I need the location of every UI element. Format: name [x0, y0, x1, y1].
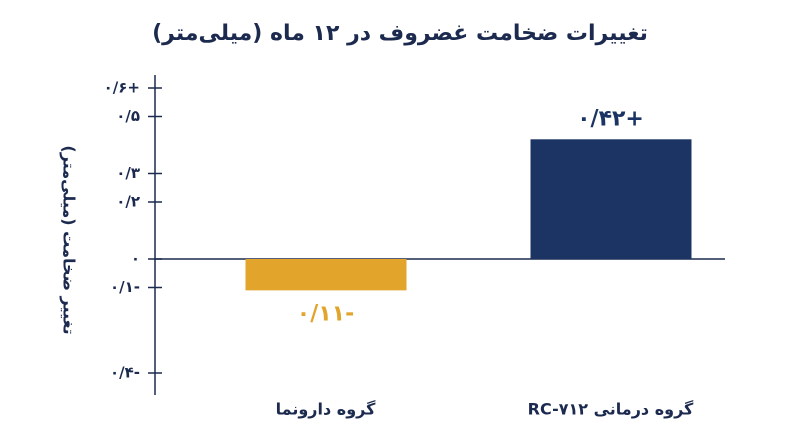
- y-tick-label: ۰/۳: [116, 164, 140, 182]
- y-axis-title: تغییر ضخامت (میلی‌متر): [60, 145, 79, 334]
- y-tick-label: ۰/۴-: [110, 364, 140, 382]
- value-label: ۰/۴۲+: [577, 106, 644, 131]
- chart-title: تغییرات ضخامت غضروف در ۱۲ ماه (میلی‌متر): [152, 21, 648, 46]
- bar: [530, 139, 692, 259]
- x-tick-label: گروه درمانی RC-۷۱۲: [528, 400, 694, 419]
- y-tick-label: ۰/۵: [116, 107, 140, 125]
- value-label: ۰/۱۱-: [297, 301, 354, 326]
- bar: [245, 259, 407, 291]
- y-tick-label: ۰/۲: [116, 193, 140, 211]
- y-tick-label: ۰/۱-: [110, 278, 140, 296]
- y-tick-label: ۰/۶+: [104, 79, 140, 97]
- x-tick-label: گروه دارونما: [276, 400, 377, 419]
- y-tick-label: ۰: [131, 250, 140, 268]
